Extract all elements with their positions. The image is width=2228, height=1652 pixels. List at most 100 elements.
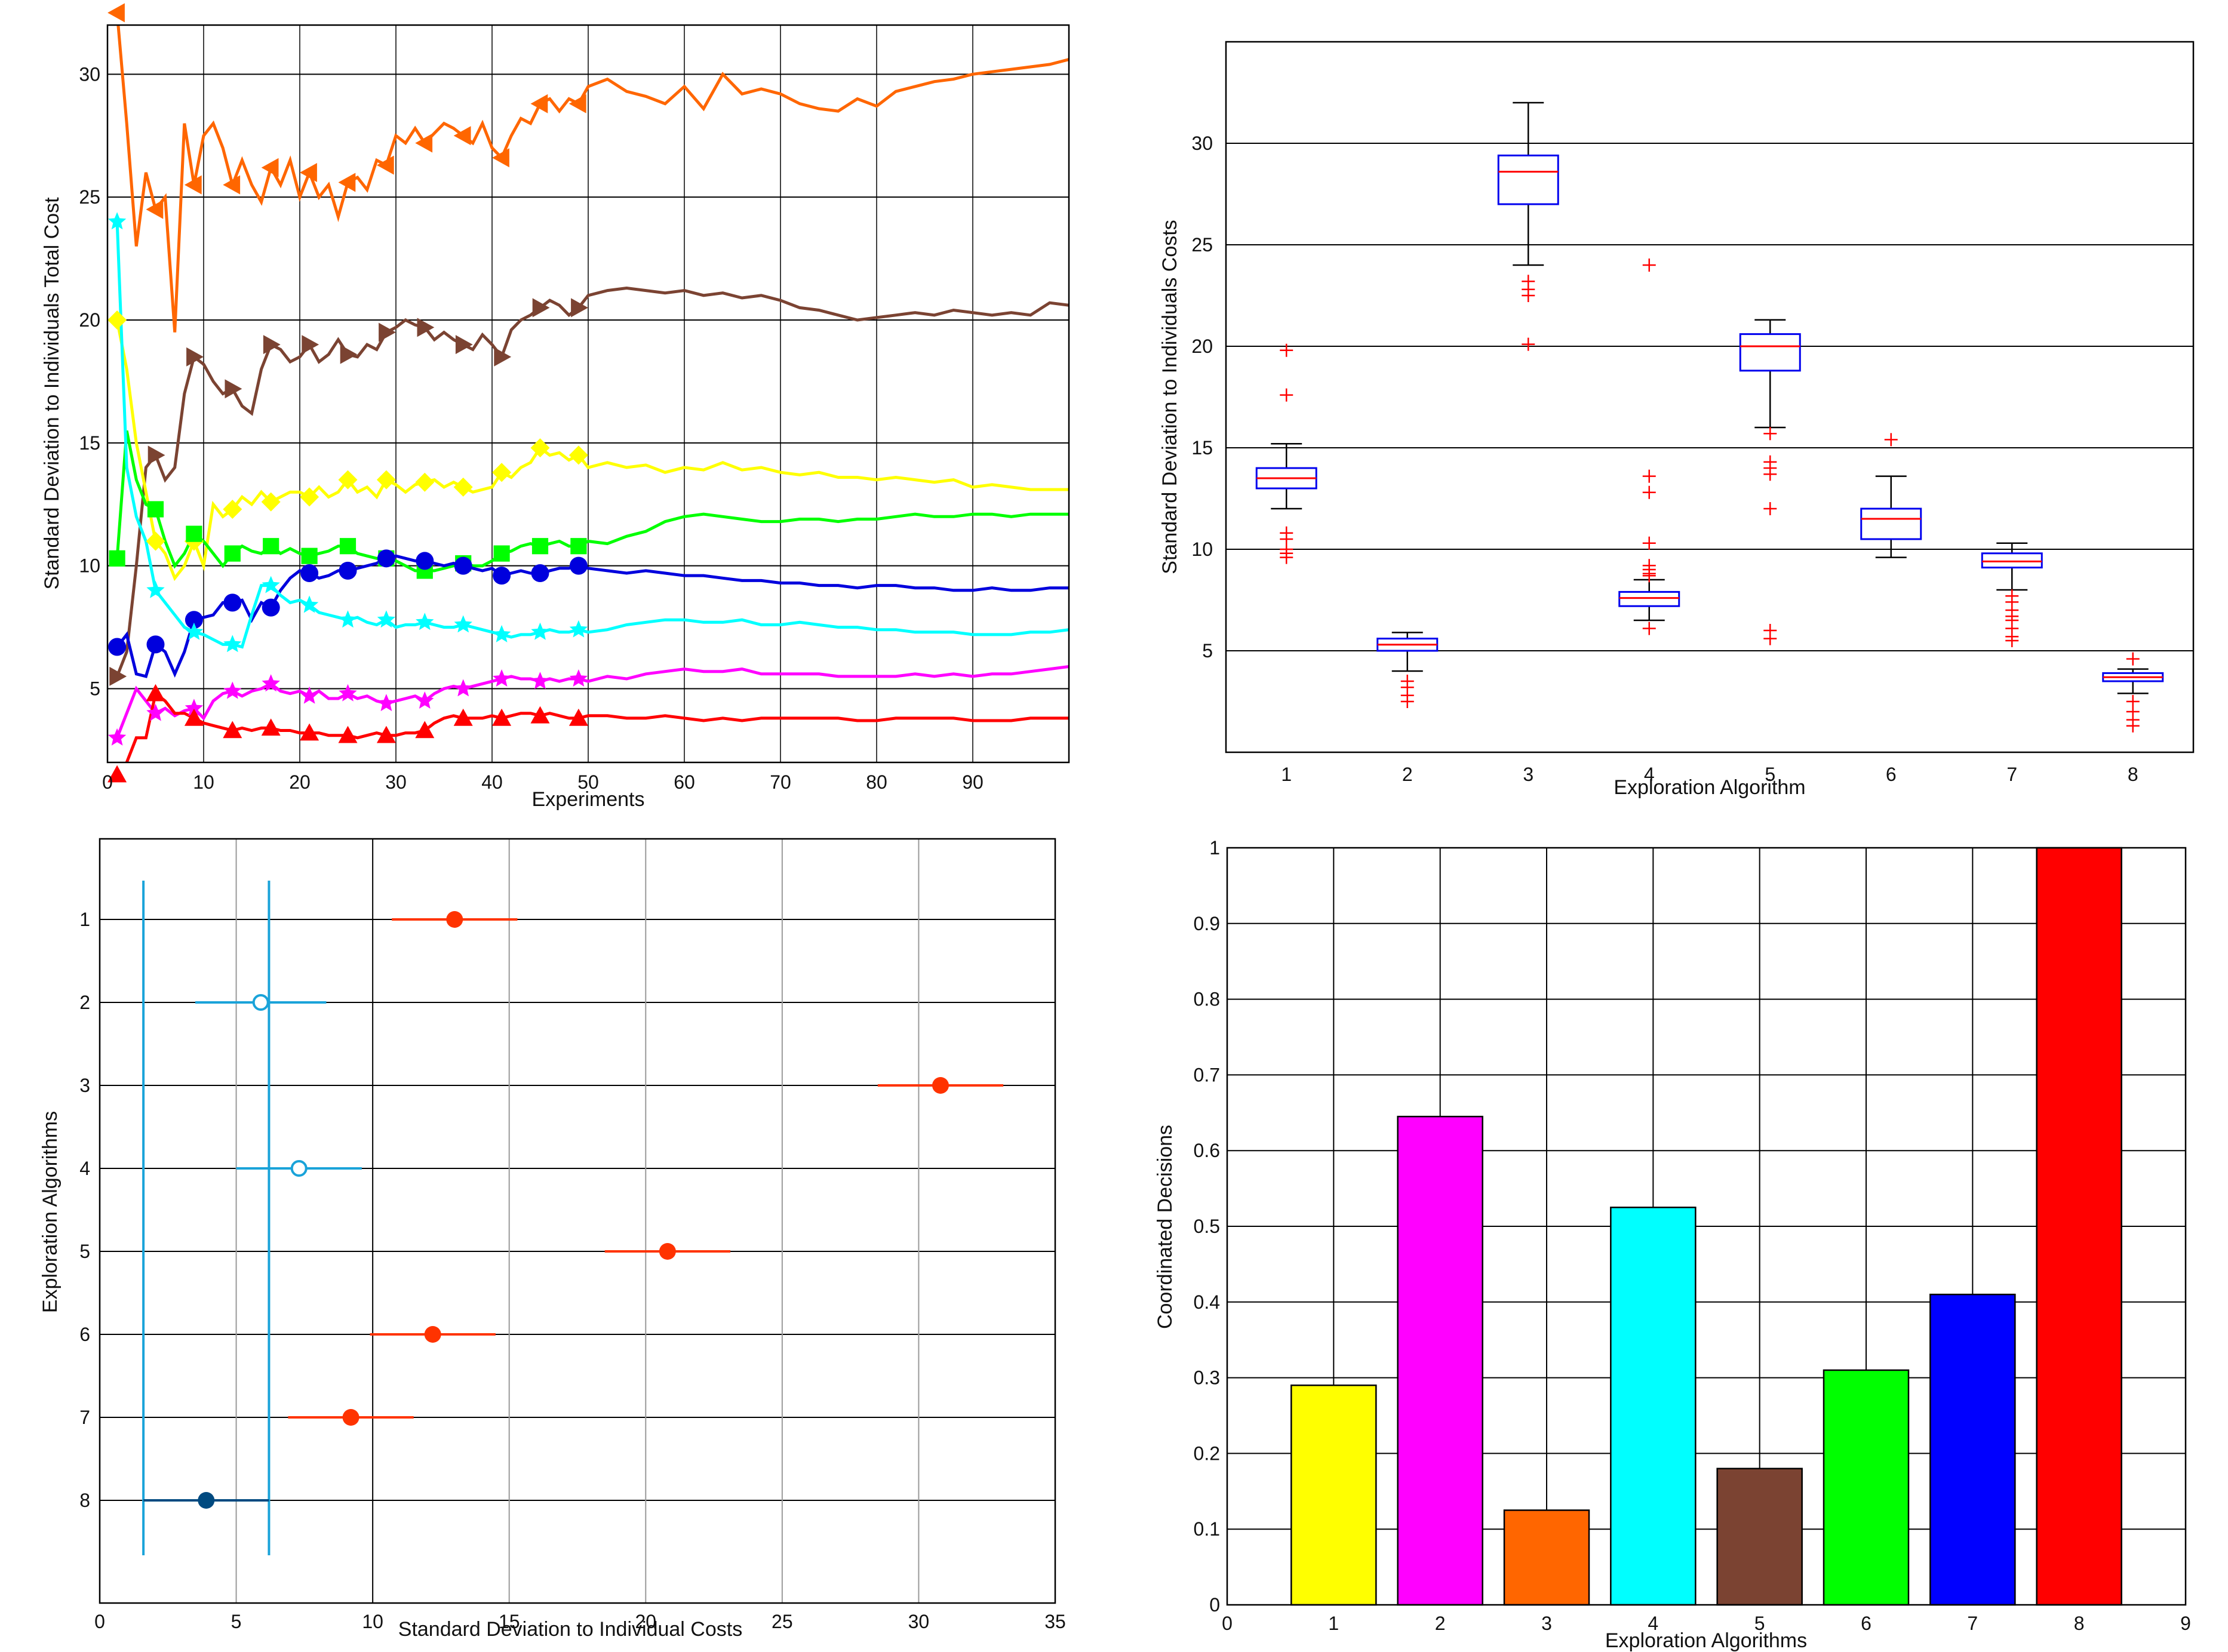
interval-plot-y-tick: 3: [79, 1075, 90, 1096]
line-marker-red: [338, 725, 358, 743]
line-marker-green: [570, 538, 587, 555]
line-marker-blue: [531, 564, 549, 583]
interval-plot-y-tick: 1: [79, 909, 90, 930]
line-series-yellow: [115, 319, 1069, 582]
line-marker-blue: [569, 556, 588, 575]
line-chart-x-tick: 40: [481, 771, 503, 793]
bar-chart-y-tick: 0.4: [1194, 1291, 1220, 1313]
line-marker-magenta: [300, 686, 319, 704]
bar-chart-x-tick: 8: [2074, 1613, 2085, 1634]
line-chart-y-tick: 25: [79, 186, 100, 208]
line-marker-yellow: [492, 463, 512, 482]
line-marker-cyan: [454, 615, 472, 633]
line-marker-orange: [376, 155, 394, 175]
box-outlier: [1642, 622, 1656, 635]
line-marker-yellow: [261, 492, 281, 512]
line-marker-blue: [223, 593, 242, 612]
line-marker-brown: [379, 322, 396, 342]
bar-8: [2036, 847, 2122, 1606]
interval-point: [446, 911, 463, 928]
box-plot-x-tick: 3: [1523, 764, 1534, 785]
line-marker-red: [492, 708, 512, 726]
line-marker-yellow: [300, 487, 319, 507]
interval-plot-panel: 1 2 3 4 5 6 7 8 0 5 10 15 20 25 30 35 Standard Deviatio…: [39, 838, 1066, 1641]
box-outlier: [1280, 550, 1293, 564]
line-marker-cyan: [223, 635, 242, 653]
line-chart-x-tick: 80: [866, 771, 887, 793]
box-iqr: [1497, 154, 1559, 205]
interval-plot-x-label: Standard Deviation to Individual Costs: [398, 1618, 742, 1641]
box-iqr: [1739, 333, 1801, 372]
line-marker-orange: [184, 175, 202, 195]
box-plot-y-tick: 10: [1191, 539, 1213, 560]
line-chart-x-tick: 30: [385, 771, 407, 793]
box-plot-x-tick: 7: [2006, 764, 2017, 785]
line-chart-y-tick: 20: [79, 309, 100, 331]
line-marker-yellow: [415, 472, 435, 492]
line-marker-orange: [223, 175, 241, 195]
line-marker-red: [568, 708, 588, 726]
line-marker-yellow: [107, 310, 127, 330]
line-marker-green: [147, 501, 164, 518]
line-marker-cyan: [492, 625, 511, 642]
box-plot-panel: 5 10 15 20 25 30 1 2 3 4 5 6 7 8 Exploration Algorith…: [1158, 41, 2195, 799]
line-marker-blue: [185, 611, 203, 629]
line-marker-magenta: [416, 691, 434, 709]
box-plot-plot-area: [1225, 41, 2195, 753]
line-marker-yellow: [223, 499, 242, 519]
bar-chart-x-tick: 2: [1435, 1613, 1446, 1634]
line-chart-y-tick: 30: [79, 63, 100, 85]
line-marker-green: [109, 550, 125, 567]
line-marker-green: [301, 547, 318, 564]
box-plot-x-tick: 6: [1886, 764, 1897, 785]
box-plot-x-tick: 5: [1765, 764, 1775, 785]
line-marker-brown: [455, 335, 473, 355]
interval-plot-x-tick: 10: [362, 1611, 383, 1632]
line-marker-blue: [454, 556, 472, 575]
line-marker-red: [107, 765, 127, 783]
box-outlier: [2126, 719, 2140, 733]
box-plot-x-tick: 2: [1402, 764, 1413, 785]
box-outlier: [2005, 634, 2019, 647]
interval-plot-y-tick: 4: [79, 1158, 90, 1179]
line-marker-blue: [108, 638, 127, 656]
line-series-green: [115, 430, 1069, 573]
line-marker-blue: [262, 598, 280, 617]
line-marker-magenta: [107, 728, 127, 746]
line-chart-x-tick: 60: [674, 771, 695, 793]
line-marker-brown: [186, 347, 204, 367]
box-outlier: [1642, 469, 1656, 483]
line-marker-brown: [302, 335, 319, 355]
box-plot-y-tick: 30: [1191, 133, 1213, 154]
line-marker-orange: [300, 163, 317, 182]
line-chart-x-label: Experiments: [532, 788, 645, 811]
box-outlier: [1763, 502, 1777, 515]
box-plot-x-tick: 4: [1644, 764, 1655, 785]
line-marker-brown: [263, 335, 281, 355]
bar-chart-x-tick: 1: [1328, 1613, 1339, 1634]
line-marker-magenta: [569, 669, 588, 687]
line-marker-cyan: [146, 580, 165, 598]
line-marker-red: [530, 706, 550, 724]
line-marker-cyan: [569, 620, 588, 638]
interval-plot-y-label: Exploration Algorithms: [39, 1111, 62, 1313]
line-chart-y-tick: 15: [79, 432, 100, 454]
line-marker-yellow: [338, 470, 358, 490]
bar-1: [1290, 1385, 1377, 1606]
bar-chart-y-tick: 0.7: [1194, 1064, 1220, 1085]
bar-chart-x-label: Exploration Algorithms: [1605, 1629, 1807, 1652]
box-outlier: [1642, 536, 1656, 550]
bar-chart-y-tick: 0.8: [1194, 989, 1220, 1010]
interval-plot-x-tick: 5: [231, 1611, 242, 1632]
line-marker-red: [146, 684, 165, 702]
line-marker-green: [493, 545, 510, 562]
line-marker-green: [339, 538, 357, 555]
bar-5: [1716, 1468, 1803, 1606]
line-marker-magenta: [377, 694, 396, 712]
line-marker-yellow: [453, 477, 473, 497]
bar-chart-x-tick: 7: [1967, 1613, 1978, 1634]
line-chart-x-tick: 50: [577, 771, 599, 793]
line-marker-cyan: [262, 576, 280, 593]
line-marker-yellow: [376, 470, 396, 490]
box-outlier: [1763, 427, 1777, 441]
